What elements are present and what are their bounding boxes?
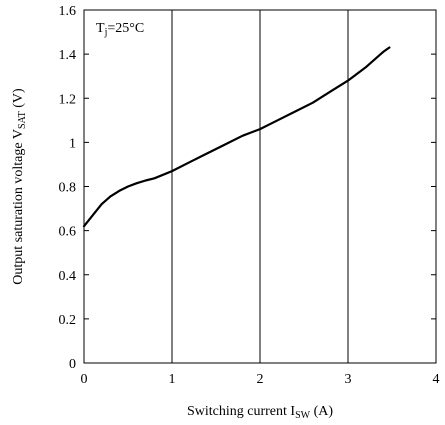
x-tick-label: 4 <box>433 372 440 387</box>
y-tick-label: 0.2 <box>59 313 77 328</box>
x-tick-label: 2 <box>257 372 264 387</box>
x-tick-label: 1 <box>169 372 176 387</box>
y-tick-label: 0 <box>69 357 76 372</box>
temperature-annotation: Tj=25°C <box>96 21 144 38</box>
y-tick-label: 0.6 <box>59 225 77 240</box>
x-tick-label: 0 <box>81 372 88 387</box>
y-tick-label: 1 <box>69 136 76 151</box>
x-axis-label: Switching current ISW (A) <box>187 404 333 421</box>
y-tick-label: 1.6 <box>59 4 77 19</box>
y-tick-label: 1.2 <box>59 92 77 107</box>
series-line <box>82 46 391 228</box>
y-tick-label: 0.8 <box>59 181 77 196</box>
y-tick-label: 1.4 <box>59 48 77 63</box>
x-tick-label: 3 <box>345 372 352 387</box>
ticks: 0 0.2 0.4 0.6 0.8 1 1.2 1.4 1.6 0 1 2 3 4 <box>59 4 440 387</box>
y-tick-label: 0.4 <box>59 269 77 284</box>
series <box>82 46 391 228</box>
grid <box>171 10 349 363</box>
y-axis-label: Output saturation voltage VSAT (V) <box>11 88 28 285</box>
